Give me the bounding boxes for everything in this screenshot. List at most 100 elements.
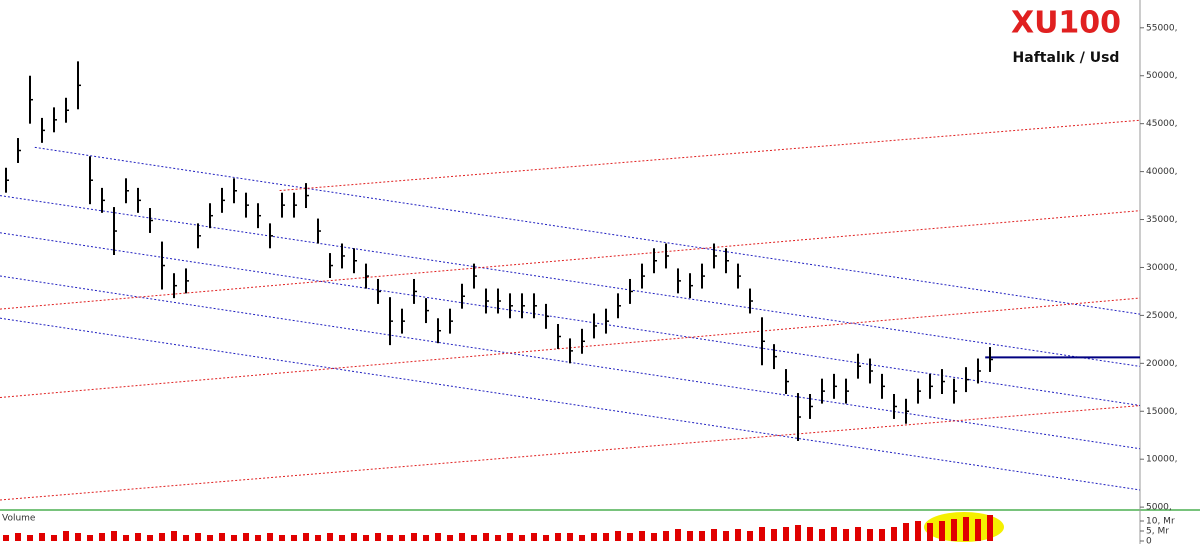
y-tick-label: 20000,: [1146, 359, 1178, 369]
y-tick-label: 5, Mr: [1146, 527, 1169, 537]
volume-bar: [399, 535, 405, 541]
volume-bar: [147, 535, 153, 541]
volume-bar: [699, 531, 705, 541]
volume-bar: [15, 533, 21, 541]
volume-bar: [687, 531, 693, 541]
volume-bar: [891, 527, 897, 541]
volume-bar: [207, 535, 213, 541]
volume-bar: [963, 517, 969, 541]
y-tick-label: 15000,: [1146, 407, 1178, 417]
volume-bar: [99, 533, 105, 541]
volume-bar: [567, 533, 573, 541]
volume-bar: [759, 527, 765, 541]
volume-bar: [735, 529, 741, 541]
volume-bar: [339, 535, 345, 541]
volume-bar: [627, 533, 633, 541]
volume-bar: [459, 533, 465, 541]
volume-bar: [327, 533, 333, 541]
volume-bar: [447, 535, 453, 541]
volume-bar: [939, 521, 945, 541]
y-tick-label: 0: [1146, 537, 1152, 544]
volume-bar: [423, 535, 429, 541]
volume-bar: [3, 535, 9, 541]
y-tick-label: 10, Mr: [1146, 517, 1175, 527]
volume-bar: [591, 533, 597, 541]
volume-bar: [231, 535, 237, 541]
volume-bar: [375, 533, 381, 541]
y-tick-label: 5000,: [1146, 503, 1172, 513]
volume-bar: [135, 533, 141, 541]
trend-line: [0, 195, 1141, 367]
volume-bar: [159, 533, 165, 541]
volume-bar: [279, 535, 285, 541]
volume-bar: [111, 531, 117, 541]
volume-bar: [195, 533, 201, 541]
volume-bar: [651, 533, 657, 541]
volume-bar: [411, 533, 417, 541]
volume-bar: [915, 521, 921, 541]
volume-bar: [243, 533, 249, 541]
volume-bar: [255, 535, 261, 541]
volume-bar: [879, 529, 885, 541]
volume-bar: [387, 535, 393, 541]
volume-bar: [603, 533, 609, 541]
volume-bar: [819, 529, 825, 541]
chart-subtitle: Haftalık / Usd: [1013, 50, 1120, 66]
y-tick-label: 35000,: [1146, 215, 1178, 225]
volume-bar: [219, 533, 225, 541]
y-tick-label: 50000,: [1146, 71, 1178, 81]
volume-bar: [711, 529, 717, 541]
volume-bar: [63, 531, 69, 541]
volume-bar: [51, 535, 57, 541]
volume-bar: [987, 515, 993, 541]
volume-bar: [747, 531, 753, 541]
trend-line: [0, 405, 1141, 501]
trend-line: [0, 210, 1141, 310]
volume-bar: [39, 533, 45, 541]
volume-bar: [519, 535, 525, 541]
volume-bar: [87, 535, 93, 541]
trend-line: [0, 232, 1141, 407]
y-tick-label: 25000,: [1146, 311, 1178, 321]
volume-bar: [75, 533, 81, 541]
volume-bar: [531, 533, 537, 541]
volume-bar: [579, 535, 585, 541]
volume-bar: [267, 533, 273, 541]
volume-bar: [435, 533, 441, 541]
volume-bar: [843, 529, 849, 541]
trend-line: [0, 317, 1141, 491]
volume-bar: [927, 523, 933, 541]
volume-bar: [675, 529, 681, 541]
volume-bar: [555, 533, 561, 541]
chart-title: XU100: [1011, 6, 1121, 41]
volume-bar: [291, 535, 297, 541]
volume-bar: [639, 531, 645, 541]
volume-bar: [807, 527, 813, 541]
volume-bar: [483, 533, 489, 541]
volume-bar: [615, 531, 621, 541]
y-tick-label: 30000,: [1146, 263, 1178, 273]
volume-bar: [795, 525, 801, 541]
volume-bar: [903, 523, 909, 541]
volume-bar: [123, 535, 129, 541]
volume-bar: [303, 533, 309, 541]
volume-bar: [315, 535, 321, 541]
volume-bar: [867, 529, 873, 541]
volume-bar: [783, 527, 789, 541]
volume-bar: [495, 535, 501, 541]
volume-bar: [171, 531, 177, 541]
pane-title: Volume: [2, 514, 36, 524]
volume-bar: [723, 531, 729, 541]
volume-bar: [855, 527, 861, 541]
volume-bar: [363, 535, 369, 541]
volume-bar: [351, 533, 357, 541]
volume-bar: [771, 529, 777, 541]
volume-bar: [975, 519, 981, 541]
volume-bar: [471, 535, 477, 541]
y-tick-label: 45000,: [1146, 119, 1178, 129]
volume-bar: [27, 535, 33, 541]
volume-bar: [507, 533, 513, 541]
volume-bar: [951, 519, 957, 541]
